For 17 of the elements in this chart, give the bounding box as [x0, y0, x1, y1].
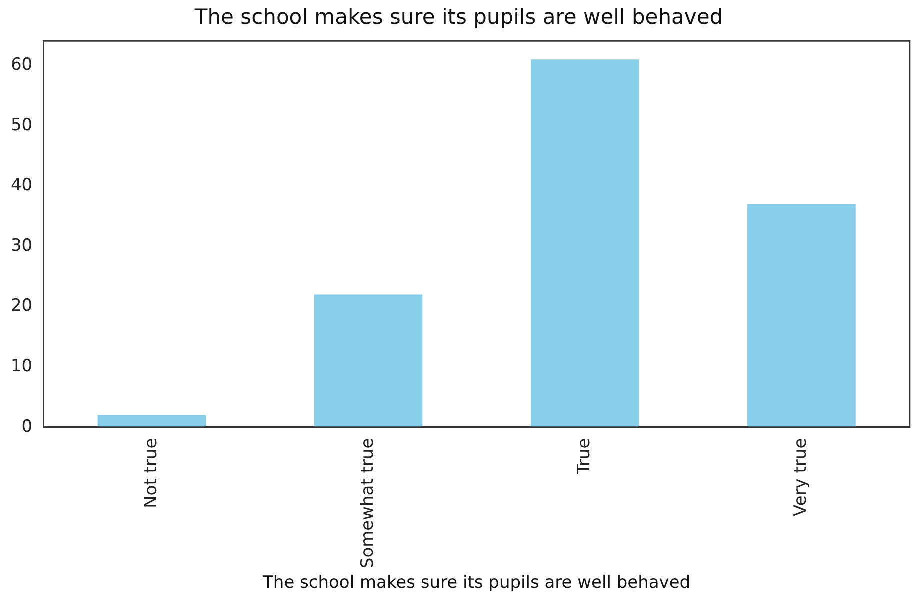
- bar: [530, 60, 640, 428]
- y-tick-label: 0: [22, 416, 33, 437]
- bar: [98, 415, 206, 428]
- x-tick-label: Very true: [791, 438, 812, 516]
- x-tick-label: Somewhat true: [358, 438, 378, 569]
- y-tick-label: 20: [10, 296, 33, 316]
- bar: [314, 294, 423, 428]
- x-axis-title: The school makes sure its pupils are well behaved: [262, 573, 691, 594]
- y-tick-label: 10: [10, 356, 33, 376]
- bar: [748, 204, 856, 428]
- y-tick-label: 60: [10, 55, 33, 76]
- chart-title: The school makes sure its pupils are well behaved: [194, 5, 724, 30]
- y-tick-label: 30: [10, 236, 33, 256]
- y-tick-label: 40: [10, 176, 33, 196]
- y-tick-label: 50: [10, 115, 33, 136]
- x-tick-label: True: [574, 438, 595, 476]
- x-tick-label: Not true: [141, 438, 162, 508]
